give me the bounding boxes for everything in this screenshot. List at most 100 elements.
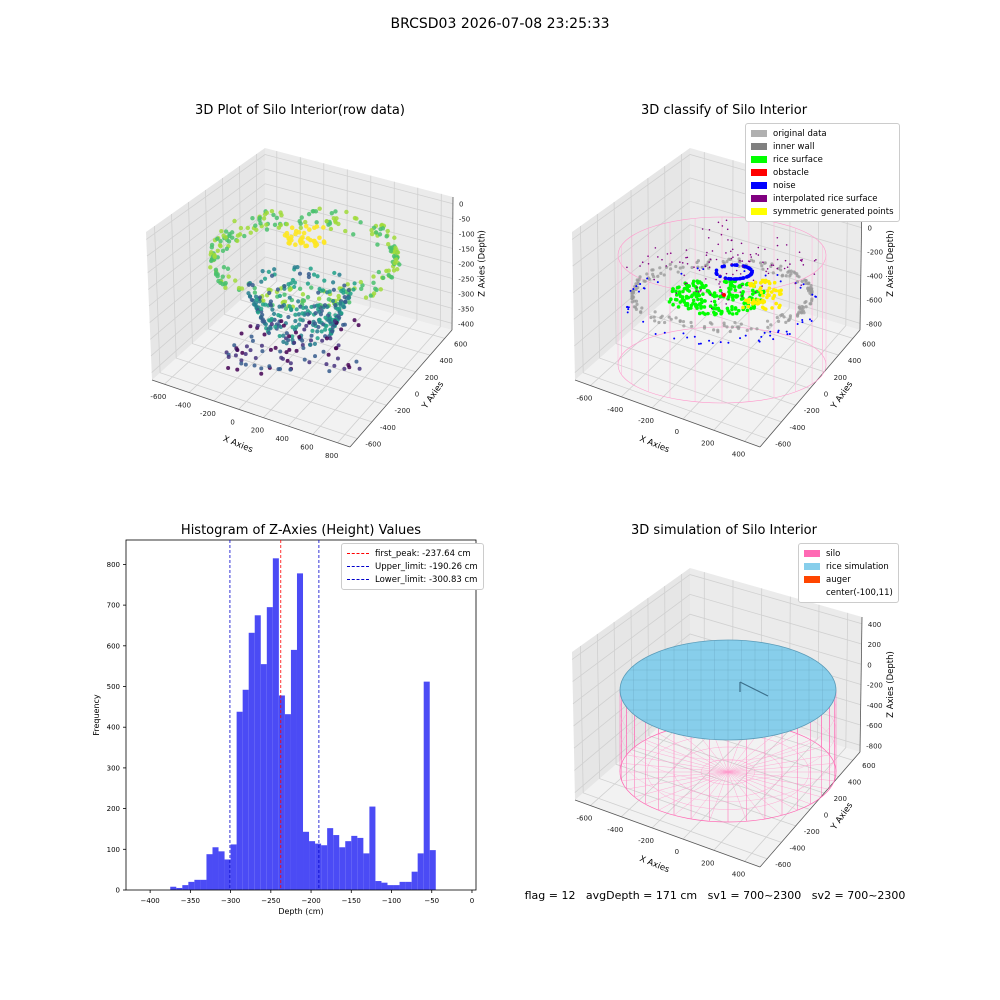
p2-point	[786, 270, 790, 274]
p2-point	[719, 341, 722, 344]
p2-y-tick-label: -600	[775, 441, 791, 449]
histogram-bar	[296, 573, 304, 890]
p1-point	[229, 235, 235, 240]
p2-x-tick-label: 0	[675, 428, 679, 436]
p1-point	[288, 367, 293, 372]
p2-point	[751, 284, 756, 289]
p2-point	[697, 302, 702, 306]
p2-point	[680, 272, 683, 275]
legend-swatch	[804, 576, 820, 583]
p4-auger	[739, 681, 769, 697]
p2-point	[794, 282, 797, 285]
p2-point	[759, 261, 763, 265]
p1-point	[310, 328, 315, 333]
p2-point	[735, 263, 739, 267]
p1-gridline	[146, 154, 454, 240]
p1-point	[306, 211, 312, 217]
p4-z-axis-line	[859, 616, 863, 753]
p4-y-tick-label: 200	[834, 795, 847, 803]
p2-point	[760, 264, 764, 268]
p2-z-tick-label: -200	[867, 249, 883, 257]
p2-point	[647, 263, 650, 265]
p4-y-tick-label: 0	[824, 812, 828, 820]
p2-point	[765, 270, 767, 273]
p1-point	[326, 352, 331, 357]
histogram-bar	[230, 844, 237, 890]
p1-point	[328, 336, 333, 341]
p1-point	[377, 232, 383, 237]
p2-point	[676, 270, 680, 274]
p2-point	[756, 298, 760, 302]
p1-point	[301, 230, 307, 236]
p2-point	[697, 280, 702, 284]
p1-point	[315, 336, 320, 341]
histogram-x-tick-label: −300	[221, 897, 240, 905]
p1-point	[232, 343, 237, 348]
p1-point	[235, 367, 240, 372]
p1-z-tick-label: -250	[458, 275, 474, 283]
p2-point	[742, 252, 744, 255]
p1-point	[316, 296, 322, 301]
p1-point	[313, 243, 318, 249]
p1-point	[290, 325, 295, 330]
p2-point	[729, 287, 733, 291]
p1-gridline	[171, 213, 373, 423]
p2-point	[786, 318, 790, 323]
p1-point	[268, 326, 273, 331]
p2-point	[710, 307, 713, 310]
p2-point	[696, 297, 700, 302]
p1-point	[243, 352, 248, 357]
p2-point	[757, 339, 760, 342]
p2-point	[776, 267, 779, 270]
p4-shapes	[619, 639, 837, 823]
p1-point	[354, 359, 359, 364]
histogram-bar	[236, 711, 243, 890]
p1-point	[271, 212, 276, 218]
p2-point	[735, 294, 740, 298]
p2-point	[801, 258, 803, 261]
p1-point	[272, 267, 277, 272]
p2-point	[712, 328, 716, 332]
p2-point	[725, 325, 729, 329]
p2-point	[686, 256, 689, 259]
histogram-bar	[327, 828, 334, 890]
p1-gridline	[256, 153, 445, 339]
p1-point	[300, 298, 306, 303]
p2-point	[669, 297, 673, 302]
p2-point	[742, 301, 746, 306]
p1-point	[303, 243, 308, 249]
p1-point	[260, 349, 265, 354]
p1-point	[328, 226, 334, 232]
p2-point	[682, 286, 687, 291]
legend-swatch	[347, 553, 369, 554]
p1-point	[273, 324, 278, 329]
p1-point	[294, 307, 299, 312]
p2-point	[754, 291, 757, 293]
p2-point	[783, 267, 786, 270]
p1-point	[269, 273, 275, 278]
p1-point	[321, 239, 327, 244]
p2-y-tick-label: 200	[834, 374, 847, 382]
histogram-y-tick-label: 600	[107, 642, 120, 650]
p1-point	[292, 340, 297, 345]
p4-y-tick-label: -600	[775, 861, 791, 869]
p2-gridline	[664, 165, 839, 356]
p1-point	[341, 290, 346, 295]
p1-point	[346, 362, 351, 367]
p1-point	[351, 287, 356, 292]
histogram-y-tick-label: 100	[107, 846, 120, 854]
p2-point	[701, 292, 705, 296]
p2-point	[630, 297, 634, 301]
p2-point	[626, 306, 629, 309]
p2-point	[763, 261, 767, 265]
p2-gridline	[613, 201, 796, 406]
p2-point	[779, 264, 783, 268]
p1-point	[386, 268, 391, 273]
p1-point	[324, 323, 329, 329]
p1-point	[297, 271, 303, 276]
p1-point	[317, 286, 322, 292]
p1-point	[273, 345, 278, 350]
p1-point	[335, 306, 340, 311]
p1-point	[233, 353, 238, 358]
p1-point	[371, 291, 377, 296]
